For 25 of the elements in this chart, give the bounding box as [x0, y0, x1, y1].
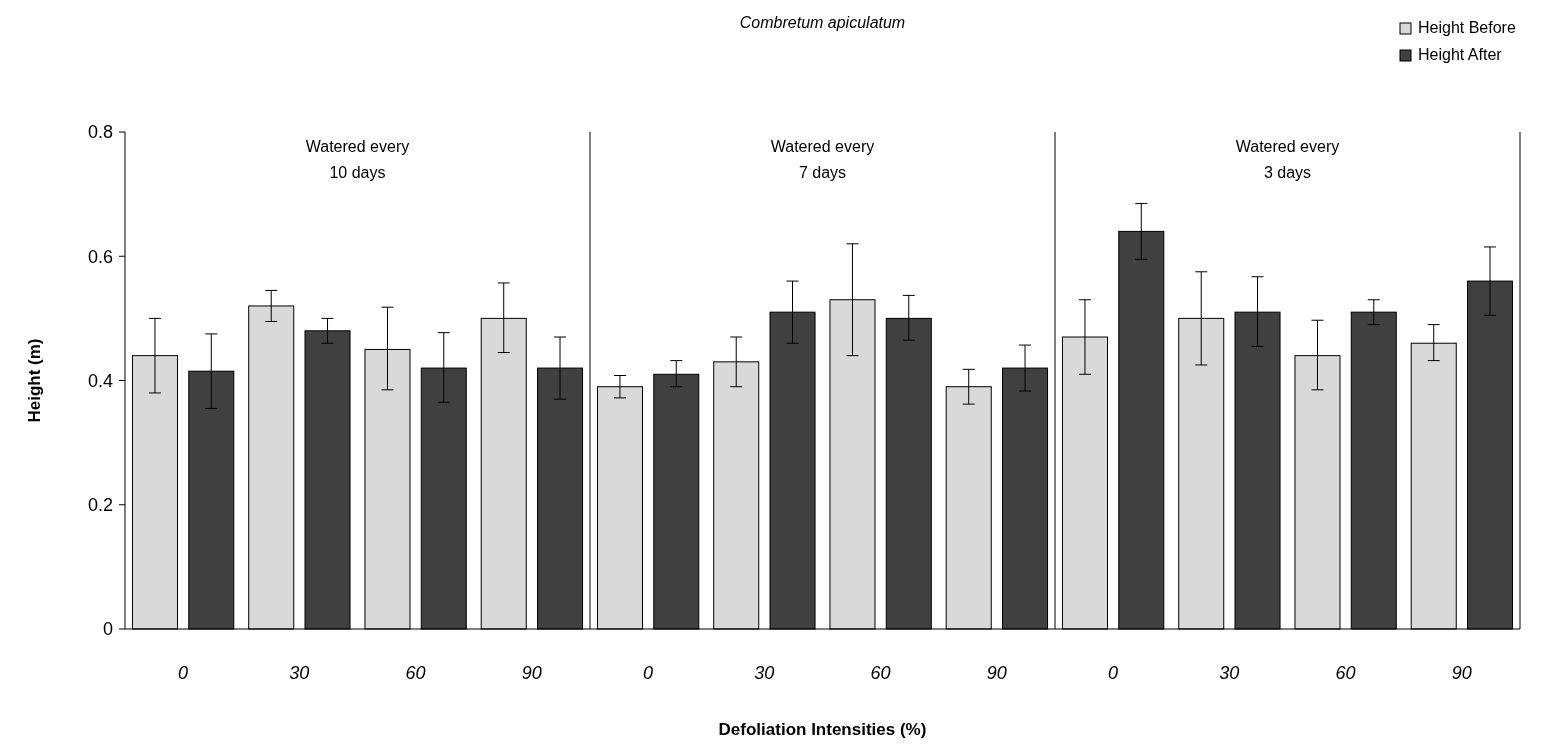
y-tick-label: 0.2 — [87, 495, 113, 516]
x-tick-label: 0 — [178, 663, 189, 683]
y-tick-label: 0.4 — [87, 370, 113, 391]
x-tick-label: 90 — [986, 663, 1007, 683]
legend-label: Height After — [1418, 46, 1503, 63]
y-tick-label: 0.6 — [87, 246, 113, 267]
y-axis-title: Height (m) — [25, 338, 44, 423]
x-tick-label: 60 — [405, 663, 426, 683]
legend-label: Height Before — [1418, 19, 1516, 36]
annotation: Watered every 7 days — [770, 138, 875, 181]
x-tick-label: 60 — [870, 663, 891, 683]
x-tick-label: 90 — [1451, 663, 1472, 683]
x-tick-label: 0 — [643, 663, 654, 683]
y-tick-label: 0 — [102, 619, 113, 640]
annotation: Watered every 3 days — [1235, 138, 1340, 181]
x-tick-label: 30 — [754, 663, 775, 683]
x-tick-label: 30 — [289, 663, 310, 683]
x-axis-title: Defoliation Intensities (%) — [718, 720, 927, 739]
x-tick-label: 0 — [1108, 663, 1119, 683]
chart-title: Combretum apiculatum — [739, 14, 906, 31]
x-tick-label: 90 — [521, 663, 542, 683]
annotation: Watered every 10 days — [305, 138, 410, 181]
x-tick-label: 60 — [1335, 663, 1356, 683]
x-tick-label: 30 — [1219, 663, 1240, 683]
y-tick-label: 0.8 — [87, 122, 113, 143]
